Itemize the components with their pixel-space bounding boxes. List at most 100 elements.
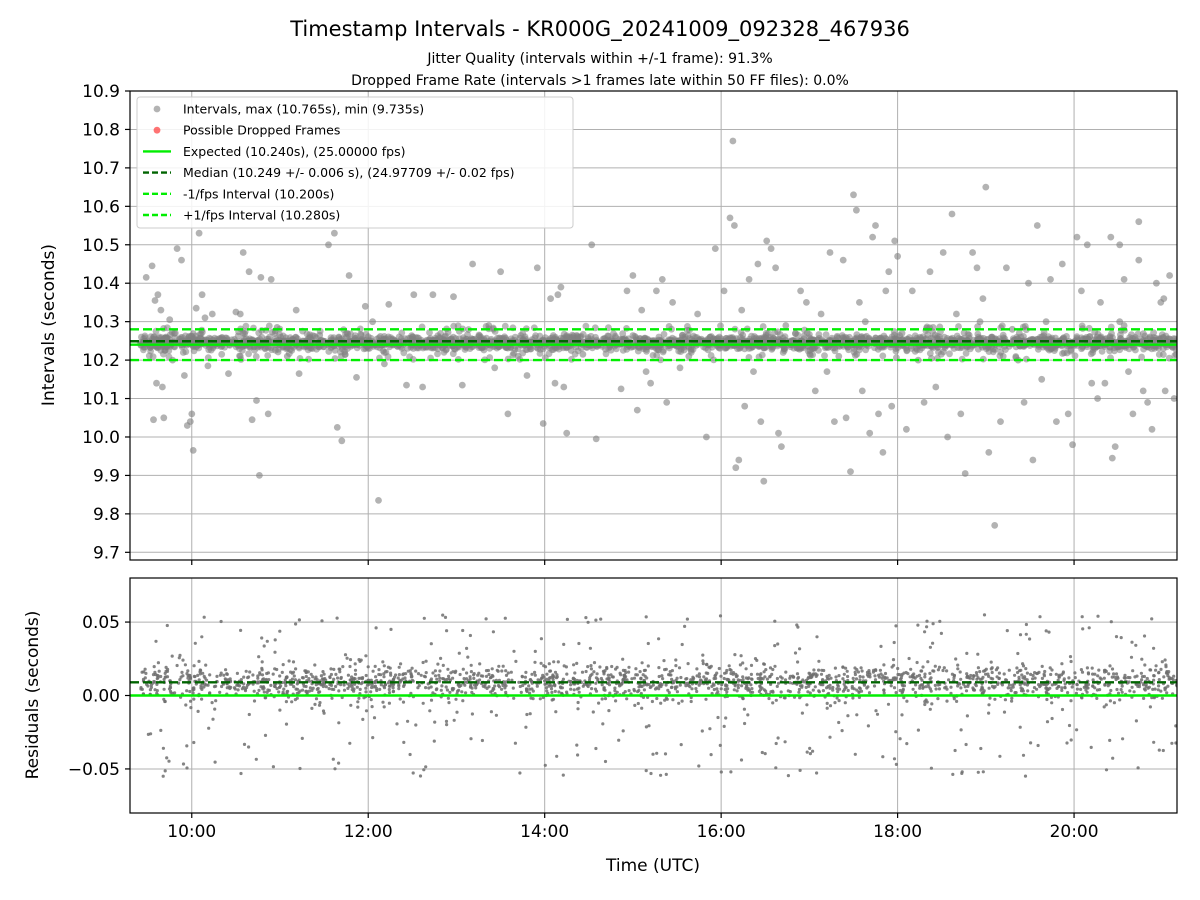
- residual-point: [247, 745, 251, 749]
- residual-point: [966, 684, 970, 689]
- residual-point: [978, 677, 983, 682]
- residual-point: [161, 746, 165, 750]
- residual-point: [1132, 690, 1136, 694]
- residual-point: [240, 687, 244, 691]
- interval-point: [790, 344, 798, 352]
- residual-point: [828, 704, 833, 708]
- residual-point: [788, 681, 792, 685]
- residual-point: [841, 677, 845, 681]
- residual-point: [369, 678, 373, 682]
- residual-point: [517, 680, 521, 684]
- residual-point: [763, 675, 767, 679]
- residual-point: [641, 673, 645, 677]
- residual-point: [1024, 622, 1028, 627]
- residual-point: [989, 660, 993, 664]
- residual-point: [844, 666, 848, 670]
- residual-point: [1069, 738, 1073, 742]
- interval-outlier-point: [429, 291, 437, 299]
- residual-point: [797, 690, 801, 694]
- residual-point: [468, 675, 472, 679]
- residual-point: [504, 669, 508, 673]
- residual-point: [202, 674, 206, 679]
- residual-point: [1120, 684, 1124, 688]
- residual-point: [541, 673, 545, 677]
- interval-outlier-point: [885, 268, 893, 276]
- residual-point: [538, 697, 542, 701]
- residual-point: [938, 682, 942, 687]
- residual-point: [512, 649, 516, 653]
- residual-point: [509, 670, 513, 674]
- residual-point: [1065, 741, 1069, 745]
- residual-point: [1113, 675, 1117, 679]
- residual-point: [1061, 670, 1065, 674]
- residual-point: [381, 700, 385, 704]
- residual-point: [207, 726, 211, 730]
- residual-point: [738, 663, 743, 667]
- residual-point: [513, 741, 518, 745]
- residual-point: [907, 656, 911, 661]
- interval-outlier-point: [369, 318, 376, 326]
- residual-point: [735, 689, 739, 693]
- residual-point: [465, 646, 469, 651]
- top-ytick-label-2: 9.9: [93, 466, 120, 486]
- residual-point: [321, 670, 325, 674]
- residual-point: [892, 686, 897, 690]
- interval-point: [440, 348, 448, 356]
- interval-point: [434, 350, 441, 358]
- residual-point: [346, 673, 350, 677]
- residual-point: [545, 677, 549, 682]
- residual-point: [424, 659, 428, 663]
- residual-point: [915, 674, 919, 678]
- residual-point: [607, 678, 611, 682]
- residual-point: [1062, 679, 1066, 683]
- residual-point: [480, 738, 484, 743]
- residual-point: [913, 690, 918, 695]
- interval-outlier-point: [325, 241, 332, 249]
- top-ytick-label-10: 10.7: [82, 159, 120, 179]
- interval-outlier-point: [872, 222, 879, 229]
- residual-point: [939, 631, 944, 636]
- residual-point: [154, 639, 158, 643]
- residual-point: [1028, 637, 1032, 641]
- residual-point: [741, 678, 745, 682]
- residual-point: [177, 656, 181, 660]
- chart-subtitle-dropped: Dropped Frame Rate (intervals >1 frames …: [351, 73, 849, 89]
- residual-point: [701, 653, 705, 657]
- residual-point: [309, 672, 313, 676]
- residual-point: [1121, 737, 1125, 741]
- residual-point: [796, 676, 800, 681]
- residual-point: [528, 687, 532, 691]
- interval-point: [877, 334, 885, 342]
- residual-point: [267, 678, 271, 682]
- top-ytick-label-4: 10.1: [82, 390, 120, 410]
- residual-point: [478, 662, 482, 666]
- residual-point: [724, 716, 728, 720]
- residual-point: [1136, 684, 1140, 689]
- residual-point: [291, 660, 296, 664]
- residual-point: [815, 635, 819, 639]
- residual-point: [685, 617, 690, 621]
- residual-point: [700, 729, 704, 733]
- residual-point: [369, 690, 373, 694]
- residual-point: [477, 671, 481, 675]
- interval-outlier-point: [861, 318, 869, 326]
- interval-point: [677, 348, 685, 355]
- interval-outlier-point: [797, 287, 804, 295]
- residual-point: [699, 678, 703, 682]
- interval-outlier-point: [469, 260, 476, 268]
- interval-outlier-point: [729, 137, 737, 145]
- residual-point: [608, 691, 612, 695]
- residual-point: [329, 667, 333, 671]
- residual-point: [410, 666, 414, 670]
- residual-point: [936, 668, 941, 672]
- residual-point: [901, 688, 905, 692]
- residual-point: [873, 678, 878, 682]
- interval-point: [532, 332, 539, 339]
- interval-outlier-point: [1148, 425, 1156, 433]
- residual-point: [675, 676, 679, 680]
- residual-point: [1018, 633, 1023, 637]
- residual-point: [472, 672, 476, 676]
- residual-point: [349, 703, 353, 707]
- residual-point: [679, 675, 683, 680]
- residual-point: [663, 752, 668, 756]
